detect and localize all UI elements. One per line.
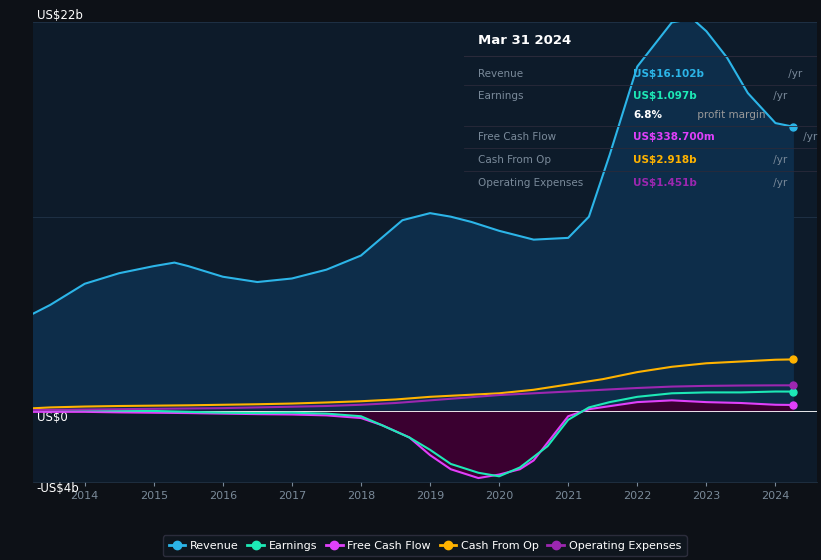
Text: 6.8%: 6.8%	[633, 110, 663, 120]
Text: US$0: US$0	[37, 411, 67, 424]
Text: /yr: /yr	[770, 155, 787, 165]
Text: /yr: /yr	[770, 91, 787, 101]
Text: /yr: /yr	[770, 178, 787, 188]
Text: Mar 31 2024: Mar 31 2024	[478, 34, 571, 46]
Text: US$2.918b: US$2.918b	[633, 155, 697, 165]
Legend: Revenue, Earnings, Free Cash Flow, Cash From Op, Operating Expenses: Revenue, Earnings, Free Cash Flow, Cash …	[163, 535, 686, 557]
Text: US$1.097b: US$1.097b	[633, 91, 697, 101]
Text: Operating Expenses: Operating Expenses	[478, 178, 583, 188]
Text: Earnings: Earnings	[478, 91, 524, 101]
Text: /yr: /yr	[800, 132, 818, 142]
Text: -US$4b: -US$4b	[37, 482, 80, 494]
Text: profit margin: profit margin	[694, 110, 765, 120]
Text: /yr: /yr	[785, 69, 802, 79]
Text: US$22b: US$22b	[37, 10, 83, 22]
Text: Cash From Op: Cash From Op	[478, 155, 551, 165]
Text: US$1.451b: US$1.451b	[633, 178, 697, 188]
Text: Revenue: Revenue	[478, 69, 523, 79]
Text: US$338.700m: US$338.700m	[633, 132, 715, 142]
Text: Free Cash Flow: Free Cash Flow	[478, 132, 556, 142]
Text: US$16.102b: US$16.102b	[633, 69, 704, 79]
